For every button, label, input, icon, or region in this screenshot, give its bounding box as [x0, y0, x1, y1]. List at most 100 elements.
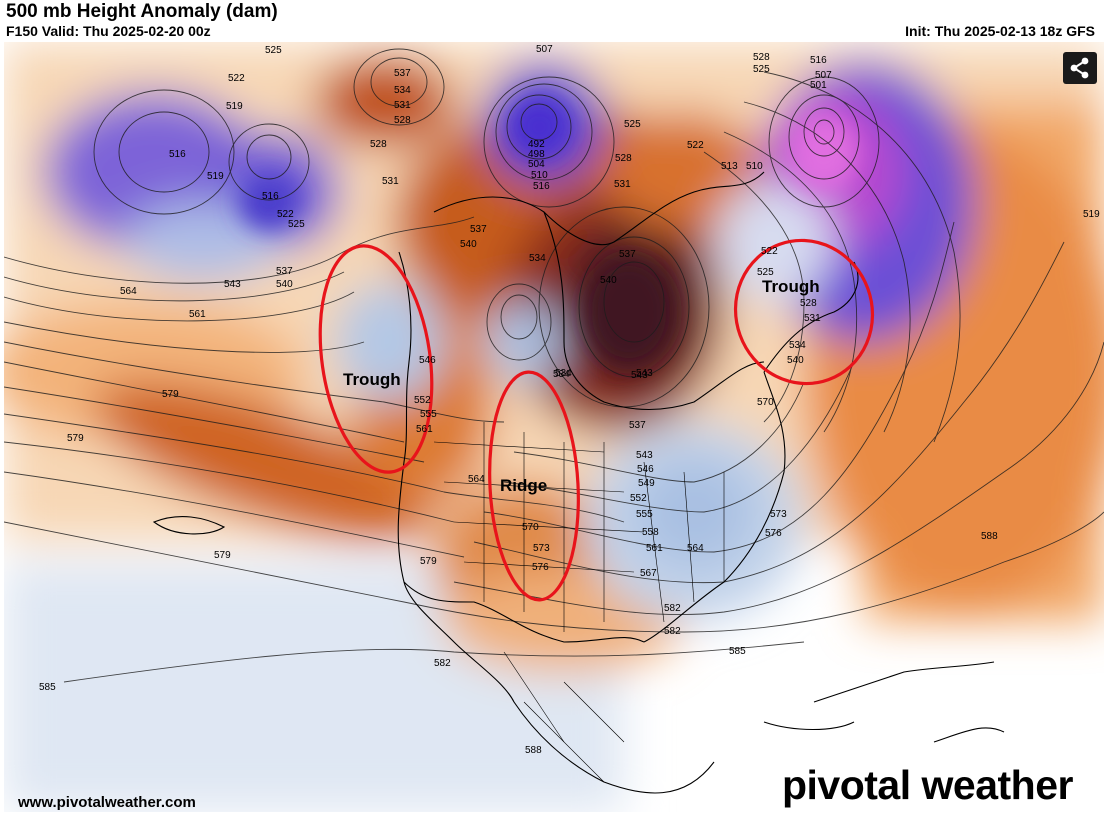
contour-label: 516	[262, 191, 279, 202]
contour-label: 567	[640, 568, 657, 579]
ridge-label: Ridge	[500, 476, 548, 495]
contour-label: 531	[382, 176, 399, 187]
contour-label: 528	[753, 52, 770, 63]
bottom-margin	[0, 812, 1107, 821]
contour-label: 528	[800, 298, 817, 309]
contour-label: 522	[277, 209, 294, 220]
map-title: 500 mb Height Anomaly (dam)	[6, 1, 278, 22]
trough-east-circle	[733, 238, 875, 386]
contour-label: 561	[189, 309, 206, 320]
contour-label: 516	[810, 55, 827, 66]
contour-label: 546	[637, 464, 654, 475]
contour-label: 552	[630, 493, 647, 504]
contour-label: 522	[761, 246, 778, 257]
trough-west-circle	[318, 244, 434, 474]
contour-label: 516	[533, 181, 550, 192]
share-icon	[1070, 57, 1089, 79]
contour-label: 519	[226, 101, 243, 112]
contour-label: 579	[420, 556, 437, 567]
contour-label: 579	[162, 389, 179, 400]
trough-west-label: Trough	[343, 370, 401, 389]
contour-label: 522	[228, 73, 245, 84]
contour-label: 561	[416, 424, 433, 435]
contour-label: 534	[789, 340, 806, 351]
contour-label: 522	[687, 140, 704, 151]
height-anomaly-map: 525 522 519 516 519 516 522 525 537 534 …	[4, 42, 1104, 812]
contour-label: 534	[555, 368, 572, 379]
contour-label: 519	[1083, 209, 1100, 220]
contour-label: 492	[528, 139, 545, 150]
brand-logo: pivotal weather	[782, 762, 1073, 808]
website-link[interactable]: www.pivotalweather.com	[18, 794, 196, 811]
coastlines	[152, 171, 1005, 794]
contour-label: 543	[224, 279, 241, 290]
contour-label: 531	[804, 313, 821, 324]
contour-label: 588	[981, 531, 998, 542]
contour-label: 507	[815, 70, 832, 81]
contour-label: 531	[614, 179, 631, 190]
contour-label: 534	[394, 85, 411, 96]
contour-label: 504	[528, 159, 545, 170]
contour-label: 537	[629, 420, 646, 431]
contour-label: 558	[642, 527, 659, 538]
contour-label: 540	[460, 239, 477, 250]
contour-label: 579	[67, 433, 84, 444]
contour-label: 510	[531, 170, 548, 181]
contour-label: 507	[536, 44, 553, 55]
contour-label: 570	[522, 522, 539, 533]
contour-label: 564	[687, 543, 704, 554]
contour-label: 552	[414, 395, 431, 406]
contour-label: 534	[553, 369, 570, 380]
contour-label: 537	[619, 249, 636, 260]
contour-label: 525	[757, 267, 774, 278]
contour-label: 564	[468, 474, 485, 485]
contour-label: 537	[276, 266, 293, 277]
contour-label: 498	[528, 149, 545, 160]
contour-label: 582	[434, 658, 451, 669]
header-bar: 500 mb Height Anomaly (dam) F150 Valid: …	[0, 0, 1107, 42]
contour-label: 534	[529, 253, 546, 264]
share-button[interactable]	[1063, 52, 1097, 84]
contour-label: 543	[631, 370, 648, 381]
contour-label: 570	[757, 397, 774, 408]
contour-label: 537	[470, 224, 487, 235]
map-canvas	[4, 42, 1104, 812]
contour-label: 582	[664, 626, 681, 637]
ridge-circle	[488, 370, 580, 602]
valid-time: F150 Valid: Thu 2025-02-20 00z	[6, 23, 211, 39]
contour-label: 564	[120, 286, 137, 297]
contour-label: 576	[765, 528, 782, 539]
contour-label: 576	[532, 562, 549, 573]
contour-label: 528	[370, 139, 387, 150]
contour-label: 537	[394, 68, 411, 79]
contour-label: 525	[265, 45, 282, 56]
contour-label: 579	[214, 550, 231, 561]
height-contours	[4, 48, 1104, 683]
init-time: Init: Thu 2025-02-13 18z GFS	[905, 23, 1095, 39]
contour-label: 531	[394, 100, 411, 111]
contour-label: 588	[525, 745, 542, 756]
contour-label: 585	[729, 646, 746, 657]
contour-label: 540	[787, 355, 804, 366]
contour-label: 573	[533, 543, 550, 554]
contour-label: 582	[664, 603, 681, 614]
contour-label: 546	[419, 355, 436, 366]
trough-east-label: Trough	[762, 277, 820, 296]
contour-label: 516	[169, 149, 186, 160]
contour-label: 549	[638, 478, 655, 489]
contour-label: 540	[276, 279, 293, 290]
contour-label: 573	[770, 509, 787, 520]
contour-label: 528	[394, 115, 411, 126]
contour-label: 525	[288, 219, 305, 230]
contour-label: 501	[810, 80, 827, 91]
contour-label: 585	[39, 682, 56, 693]
contour-label: 543	[636, 368, 653, 379]
annotation-circles	[318, 238, 875, 602]
contour-label: 555	[636, 509, 653, 520]
contour-label: 561	[646, 543, 663, 554]
contour-label: 543	[636, 450, 653, 461]
contour-label: 510	[746, 161, 763, 172]
contour-label: 528	[615, 153, 632, 164]
contour-label: 525	[753, 64, 770, 75]
contour-label: 525	[624, 119, 641, 130]
